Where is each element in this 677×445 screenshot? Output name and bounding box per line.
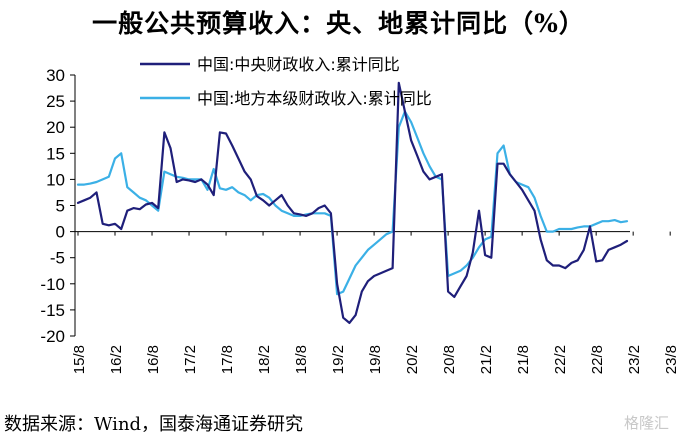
y-tick-label: 5 bbox=[56, 197, 65, 216]
y-tick-label: 25 bbox=[46, 92, 65, 111]
y-tick-label: -5 bbox=[50, 249, 65, 268]
y-tick-label: 10 bbox=[46, 170, 65, 189]
series-line-1 bbox=[76, 110, 629, 296]
y-tick-label: 0 bbox=[56, 223, 65, 242]
y-tick-label: 30 bbox=[46, 66, 65, 85]
legend-label-1: 中国:地方本级财政收入:累计同比 bbox=[197, 89, 432, 108]
x-tick-label: 22/2 bbox=[552, 345, 569, 374]
x-tick-label: 16/8 bbox=[145, 345, 162, 374]
chart-title: 一般公共预算收入：央、地累计同比（%） bbox=[92, 9, 585, 38]
y-tick-label: -20 bbox=[40, 327, 65, 346]
x-tick-label: 18/2 bbox=[256, 345, 273, 374]
x-tick-label: 20/8 bbox=[441, 345, 458, 374]
x-tick-label: 23/2 bbox=[626, 345, 643, 374]
x-tick-label: 16/2 bbox=[108, 345, 125, 374]
x-tick-label: 15/8 bbox=[71, 345, 88, 374]
x-tick-label: 20/2 bbox=[404, 345, 421, 374]
series-line-0 bbox=[76, 81, 629, 324]
x-axis: 15/8 16/2 16/8 17/2 17/8 18/2 18/8 19/2 19/8 20/2… bbox=[71, 231, 677, 374]
x-tick-label: 17/2 bbox=[182, 345, 199, 374]
line-chart: 30 25 20 15 10 5 0 -5 -10 -15 -20 15/8 16/2 16/8 17/2… bbox=[40, 55, 677, 374]
x-tick-label: 17/8 bbox=[219, 345, 236, 374]
y-tick-label: -10 bbox=[40, 275, 65, 294]
x-tick-label: 21/8 bbox=[515, 345, 532, 374]
x-tick-label: 22/8 bbox=[589, 345, 606, 374]
x-tick-label: 18/8 bbox=[293, 345, 310, 374]
series-layer bbox=[76, 81, 629, 324]
y-tick-label: -15 bbox=[40, 301, 65, 320]
x-tick-label: 19/2 bbox=[330, 345, 347, 374]
legend-label-0: 中国:中央财政收入:累计同比 bbox=[197, 55, 400, 74]
x-tick-label: 23/8 bbox=[663, 345, 677, 374]
watermark-logo: 格隆汇 bbox=[623, 414, 669, 432]
y-axis: 30 25 20 15 10 5 0 -5 -10 -15 -20 bbox=[40, 66, 76, 346]
x-tick-label: 19/8 bbox=[367, 345, 384, 374]
y-tick-label: 15 bbox=[46, 144, 65, 163]
x-tick-label: 21/2 bbox=[478, 345, 495, 374]
source-note: 数据来源：Wind，国泰海通证券研究 bbox=[4, 414, 304, 435]
y-tick-label: 20 bbox=[46, 118, 65, 137]
